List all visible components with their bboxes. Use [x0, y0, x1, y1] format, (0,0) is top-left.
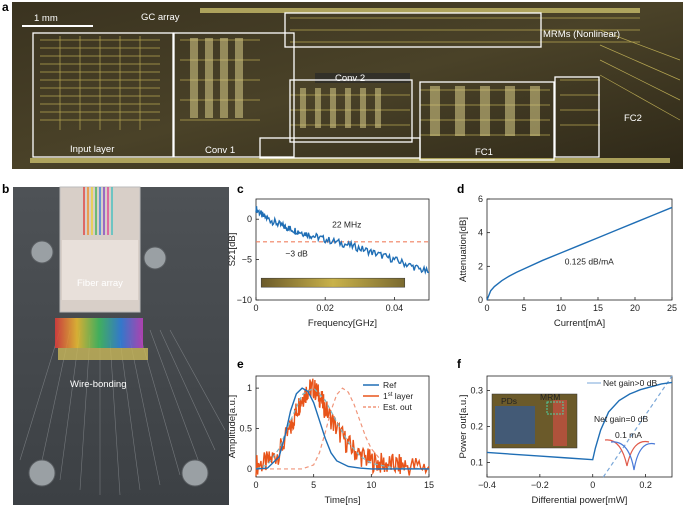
chart-d-attenuation: 0 5 10 15 20 25 0 2 4 6 Current[mA] Attenuation[dB]…: [458, 194, 677, 329]
panel-a-label: a: [2, 0, 9, 14]
y-tick-label: 6: [478, 194, 483, 204]
x-tick-label: 0: [253, 303, 258, 313]
annotation-22mhz: 22 MHz: [332, 219, 361, 229]
net-gain-zero-dashed-line: [602, 375, 673, 478]
y-axis-label: Amplitude[a.u.]: [227, 395, 238, 458]
scale-bar-label: 1 mm: [34, 13, 58, 24]
y-tick-label: 0.1: [470, 458, 483, 468]
x-tick-label: 5: [521, 303, 526, 313]
x-tick-label: −0.2: [531, 480, 549, 490]
chart-f-power-out: −0.4 −0.2 0 0.2 0.1 0.2 0.3 Differential power[…: [458, 375, 673, 506]
x-tick-label: 25: [667, 303, 677, 313]
x-tick-label: 15: [424, 480, 434, 490]
x-tick-label: 10: [556, 303, 566, 313]
x-tick-label: −0.4: [478, 480, 496, 490]
annotation-01ma: 0.1 mA: [615, 430, 642, 440]
fiber-array-label: Fiber array: [77, 278, 123, 289]
y-tick-label: 0: [478, 295, 483, 305]
fc1-label: FC1: [475, 147, 493, 158]
chip-micrograph: 1 mm GC array MRMs (Nonlinear) Conv 2 FC…: [12, 2, 683, 169]
inset-device-image: [260, 277, 406, 288]
power-out-series-line: [486, 381, 673, 461]
inset-resonance-blue: [610, 441, 656, 471]
legend-entry: 1st layer: [383, 391, 413, 401]
legend-superscript: st: [388, 392, 393, 398]
panel-f-label: f: [457, 357, 462, 371]
annotation-slope: 0.125 dB/mA: [565, 257, 614, 267]
package-photo: Fiber array Wire-bonding: [13, 186, 229, 505]
annotation-net-gain-positive: Net gain>0 dB: [603, 378, 657, 388]
y-tick-label: 0.5: [239, 424, 252, 434]
y-tick-label: 0.2: [470, 422, 483, 432]
annotation-net-gain-zero: Net gain=0 dB: [594, 414, 648, 424]
inset-mrm-box: [546, 401, 564, 415]
screw-icons: [28, 240, 209, 487]
x-tick-label: 0.04: [386, 303, 404, 313]
x-tick-label: 5: [311, 480, 316, 490]
x-tick-label: 0: [484, 303, 489, 313]
annotation-mrm: MRM: [540, 392, 560, 402]
y-axis-label: Power out[a.u.]: [458, 395, 469, 459]
panel-b-label: b: [2, 182, 9, 196]
inset-pd-region: [495, 406, 535, 444]
x-tick-label: 0: [590, 480, 595, 490]
x-tick-label: 15: [593, 303, 603, 313]
chart-e-amplitude: 0 5 10 15 0 0.5 1 Time[ns] Amplitude[a.u.] Ref1st…: [227, 375, 434, 506]
annotation-pds: PDs: [501, 396, 517, 406]
x-tick-label: 0: [253, 480, 258, 490]
chart-c-s21: 0 0.02 0.04 −10 −5 0 Frequency[GHz] S21[dB] 22 M…: [227, 198, 430, 329]
y-axis-label: S21[dB]: [227, 233, 238, 267]
panel-d-label: d: [457, 182, 464, 196]
y-axis-label: Attenuation[dB]: [458, 217, 469, 282]
inset-resonance-red: [604, 439, 650, 467]
attenuation-series-line: [486, 206, 673, 301]
legend-tail: layer: [392, 391, 413, 401]
legend-entry: Est. out: [383, 402, 412, 412]
x-tick-label: 20: [630, 303, 640, 313]
y-tick-label: 0: [247, 464, 252, 474]
input-layer-label: Input layer: [70, 144, 114, 155]
inset-mrm-region: [553, 400, 567, 446]
ref-series-line: [255, 387, 429, 470]
legend-entry: Ref: [383, 380, 397, 390]
x-tick-label: 0.2: [639, 480, 652, 490]
fc2-label: FC2: [624, 113, 642, 124]
x-axis-label: Differential power[mW]: [532, 495, 628, 506]
plot-frame: [255, 198, 430, 301]
conv2-label: Conv 2: [335, 73, 365, 84]
y-tick-label: 4: [478, 228, 483, 238]
y-tick-label: 0.3: [470, 385, 483, 395]
x-axis-label: Frequency[GHz]: [308, 318, 377, 329]
plot-frame: [255, 375, 430, 478]
y-tick-label: 2: [478, 261, 483, 271]
y-tick-label: −5: [242, 255, 252, 265]
x-tick-label: 10: [366, 480, 376, 490]
panel-e-label: e: [237, 357, 244, 371]
plot-frame: [486, 198, 673, 301]
x-tick-label: 0.02: [316, 303, 334, 313]
fit-dashed-line: [255, 387, 430, 470]
annotation-minus3db: −3 dB: [285, 248, 308, 258]
y-tick-label: −10: [237, 295, 252, 305]
y-tick-label: 0: [247, 214, 252, 224]
gc-array-label: GC array: [141, 12, 180, 23]
s21-series-line: [255, 206, 430, 275]
y-tick-label: 1: [247, 383, 252, 393]
panel-c-label: c: [237, 182, 244, 196]
wire-bonding-label: Wire-bonding: [70, 379, 127, 390]
x-axis-label: Time[ns]: [324, 495, 360, 506]
x-axis-label: Current[mA]: [554, 318, 605, 329]
conv1-label: Conv 1: [205, 145, 235, 156]
est-out-series-line: [256, 387, 430, 470]
mrms-label: MRMs (Nonlinear): [543, 29, 620, 40]
